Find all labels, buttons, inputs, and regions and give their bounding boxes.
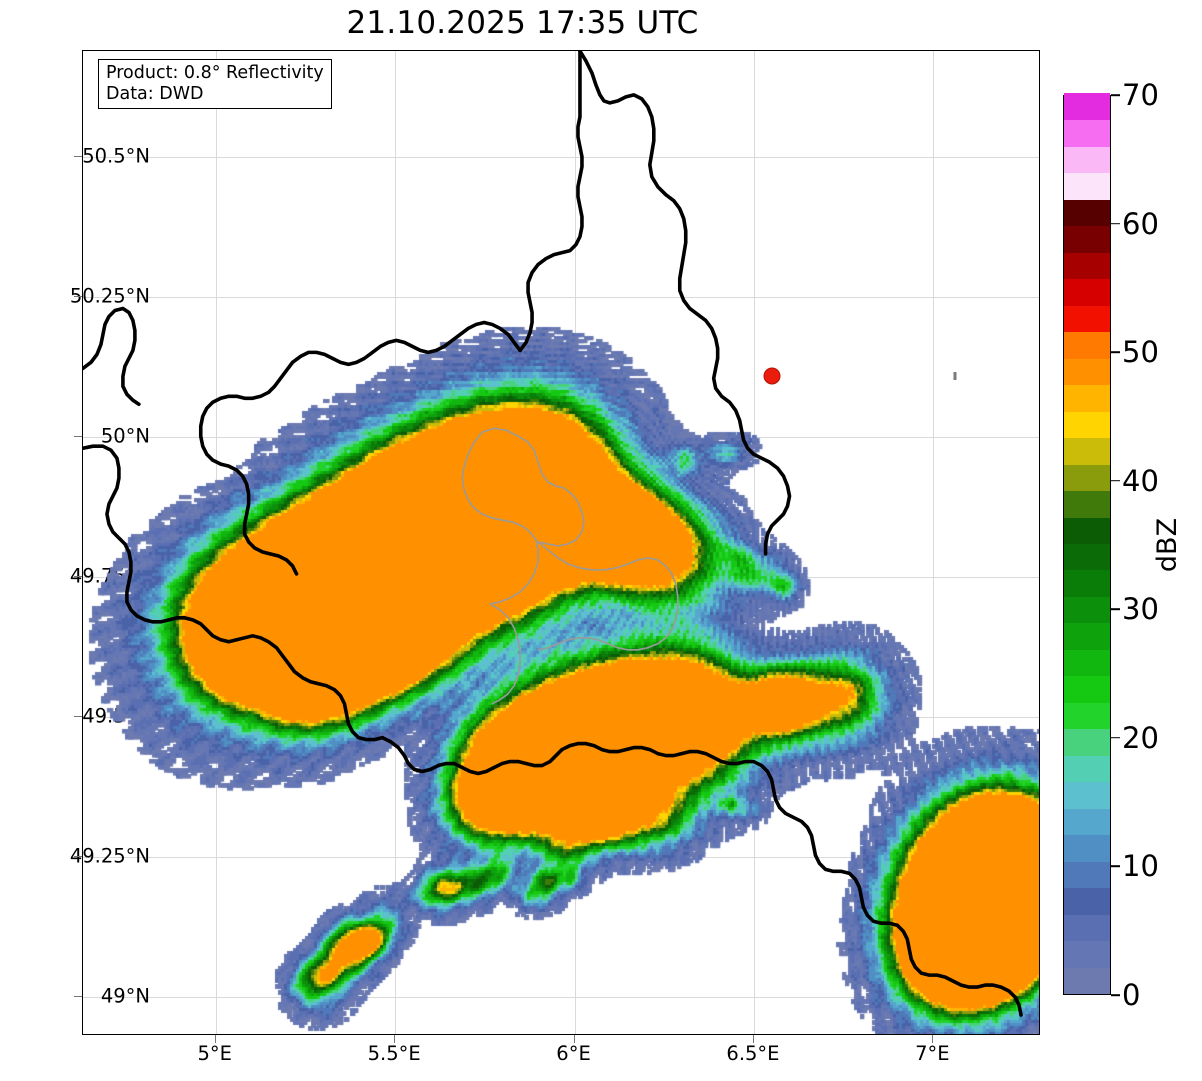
colorbar-band bbox=[1064, 305, 1110, 333]
colorbar-band bbox=[1064, 225, 1110, 253]
colorbar-band bbox=[1064, 966, 1110, 994]
x-axis-tick bbox=[932, 1035, 934, 1043]
radar-reflectivity-layer bbox=[83, 51, 1039, 1034]
y-axis-tick bbox=[74, 715, 82, 717]
colorbar-band bbox=[1064, 464, 1110, 492]
y-axis-tick bbox=[74, 436, 82, 438]
secondary-site-marker bbox=[953, 371, 957, 380]
colorbar-band bbox=[1064, 781, 1110, 809]
colorbar-band bbox=[1064, 622, 1110, 650]
colorbar-band bbox=[1064, 914, 1110, 942]
colorbar-tick-label: 50 bbox=[1122, 335, 1159, 370]
colorbar-band bbox=[1064, 146, 1110, 174]
x-axis-tick-label: 7°E bbox=[915, 1042, 950, 1065]
x-axis-tick-label: 5.5°E bbox=[367, 1042, 421, 1065]
colorbar-tick bbox=[1111, 608, 1120, 611]
x-axis-tick bbox=[573, 1035, 575, 1043]
colorbar-band bbox=[1064, 940, 1110, 968]
colorbar-band bbox=[1064, 384, 1110, 412]
colorbar-tick-label: 20 bbox=[1122, 720, 1159, 755]
colorbar-tick bbox=[1111, 479, 1120, 482]
colorbar-band bbox=[1064, 119, 1110, 147]
colorbar-tick bbox=[1111, 222, 1120, 225]
radar-map-panel[interactable]: Product: 0.8° Reflectivity Data: DWD bbox=[82, 50, 1040, 1035]
colorbar-band bbox=[1064, 278, 1110, 306]
x-axis-tick bbox=[394, 1035, 396, 1043]
colorbar-tick-label: 10 bbox=[1122, 849, 1159, 884]
y-axis-tick bbox=[74, 855, 82, 857]
colorbar-tick bbox=[1111, 351, 1120, 353]
colorbar-tick-label: 60 bbox=[1122, 206, 1159, 241]
colorbar-band bbox=[1064, 569, 1110, 597]
colorbar-band bbox=[1064, 675, 1110, 703]
x-axis-tick bbox=[214, 1035, 216, 1043]
product-label: Product: 0.8° Reflectivity bbox=[106, 63, 324, 83]
colorbar-band bbox=[1064, 252, 1110, 280]
x-axis-tick-label: 6°E bbox=[556, 1042, 591, 1065]
colorbar-tick bbox=[1111, 865, 1120, 868]
colorbar-tick-label: 0 bbox=[1122, 978, 1141, 1012]
colorbar-tick bbox=[1111, 737, 1120, 739]
colorbar-tick bbox=[1111, 94, 1120, 96]
colorbar-band bbox=[1064, 437, 1110, 465]
colorbar-band bbox=[1064, 543, 1110, 571]
colorbar-tick-label: 30 bbox=[1122, 592, 1159, 627]
colorbar-band bbox=[1064, 649, 1110, 677]
colorbar-band bbox=[1064, 596, 1110, 624]
colorbar-band bbox=[1064, 702, 1110, 730]
colorbar-band bbox=[1064, 490, 1110, 518]
colorbar-band bbox=[1064, 411, 1110, 439]
product-info-box: Product: 0.8° Reflectivity Data: DWD bbox=[98, 59, 332, 110]
colorbar-tick-label: 40 bbox=[1122, 463, 1159, 498]
colorbar-band bbox=[1064, 358, 1110, 386]
map-clip: Product: 0.8° Reflectivity Data: DWD bbox=[83, 51, 1039, 1034]
y-axis-tick bbox=[74, 156, 82, 158]
colorbar-band bbox=[1064, 516, 1110, 544]
data-source-label: Data: DWD bbox=[106, 83, 204, 104]
colorbar-tick-label: 70 bbox=[1122, 78, 1159, 112]
colorbar-band bbox=[1064, 834, 1110, 862]
x-axis-tick-label: 5°E bbox=[197, 1042, 232, 1065]
colorbar-band bbox=[1064, 861, 1110, 889]
x-axis-tick bbox=[752, 1035, 754, 1043]
page-title: 21.10.2025 17:35 UTC bbox=[346, 5, 699, 41]
y-axis-tick bbox=[74, 576, 82, 578]
radar-site-marker[interactable] bbox=[763, 367, 781, 385]
colorbar-unit-label: dBZ bbox=[1152, 517, 1183, 573]
colorbar-tick bbox=[1111, 994, 1120, 996]
colorbar-band bbox=[1064, 199, 1110, 227]
colorbar-band bbox=[1064, 755, 1110, 783]
y-axis-tick bbox=[74, 296, 82, 298]
colorbar-band bbox=[1064, 887, 1110, 915]
colorbar-band bbox=[1064, 808, 1110, 836]
colorbar-band bbox=[1064, 331, 1110, 359]
colorbar-band bbox=[1064, 172, 1110, 200]
y-axis-tick bbox=[74, 995, 82, 997]
x-axis-tick-label: 6.5°E bbox=[726, 1042, 780, 1065]
colorbar[interactable] bbox=[1063, 93, 1111, 995]
colorbar-band bbox=[1064, 93, 1110, 121]
colorbar-band bbox=[1064, 728, 1110, 756]
